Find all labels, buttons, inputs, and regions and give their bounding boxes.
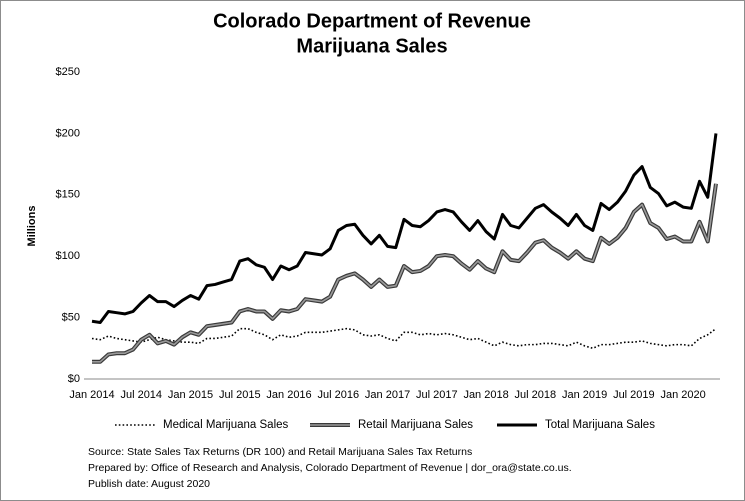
x-tick-label: Jan 2020 [660,389,705,401]
chart-title: Colorado Department of Revenue [213,10,531,32]
series-line [92,183,717,363]
y-tick-label: $200 [56,127,80,139]
x-tick-label: Jul 2017 [416,389,458,401]
source-note: Prepared by: Office of Research and Anal… [88,462,572,474]
x-tick-label: Jan 2016 [266,389,311,401]
x-tick-label: Jan 2018 [463,389,508,401]
y-axis-label: Millions [26,206,38,247]
series-line [91,327,717,350]
x-tick-label: Jul 2016 [318,389,360,401]
series-line [91,133,718,325]
y-tick-label: $0 [68,373,80,385]
x-tick-label: Jan 2014 [69,389,114,401]
y-tick-label: $100 [56,250,80,262]
x-tick-label: Jul 2019 [613,389,655,401]
source-note: Source: State Sales Tax Returns (DR 100)… [88,446,472,458]
y-tick-label: $250 [56,66,80,78]
legend-label: Medical Marijuana Sales [163,419,289,431]
x-tick-label: Jan 2017 [365,389,410,401]
y-tick-label: $150 [56,189,80,201]
x-tick-label: Jan 2019 [562,389,607,401]
source-note: Publish date: August 2020 [88,478,210,490]
x-tick-label: Jul 2015 [219,389,261,401]
x-tick-label: Jul 2018 [515,389,557,401]
chart-title: Marijuana Sales [296,35,447,57]
legend-label: Retail Marijuana Sales [358,419,473,431]
y-tick-label: $50 [62,312,80,324]
legend-label: Total Marijuana Sales [545,419,655,431]
x-tick-label: Jan 2015 [168,389,213,401]
x-tick-label: Jul 2014 [120,389,162,401]
